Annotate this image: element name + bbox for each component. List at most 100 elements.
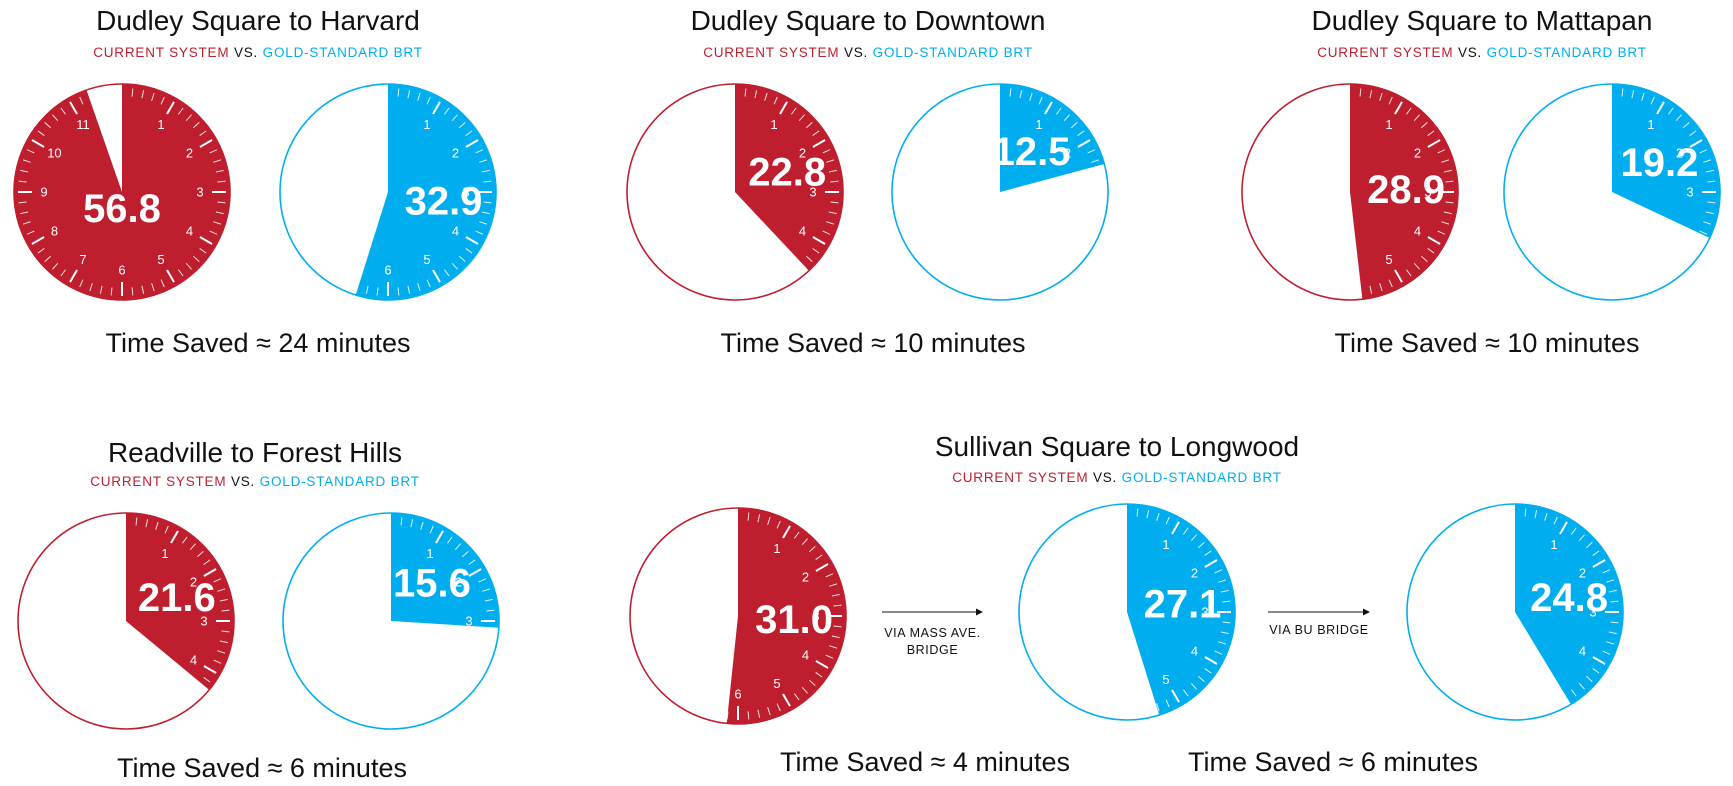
minute-tick [812, 130, 820, 136]
minute-tick [185, 263, 192, 270]
brt-clock-sector [1515, 504, 1623, 705]
minute-tick [155, 521, 159, 530]
minute-tick [1524, 508, 1527, 517]
minute-tick [22, 159, 31, 163]
hour-tick-label: 2 [1579, 566, 1586, 581]
minute-tick [812, 236, 826, 245]
minute-tick [1198, 542, 1205, 549]
hour-tick-label: 4 [799, 224, 806, 239]
minute-tick [815, 563, 829, 572]
hour-tick-label: 4 [1579, 644, 1586, 659]
minute-tick [773, 96, 778, 105]
minute-tick [1675, 114, 1682, 121]
minute-tick [26, 230, 35, 235]
minute-tick [1056, 107, 1062, 115]
legend-current-system: CURRENT SYSTEM [1317, 45, 1458, 60]
brt-clock-sector [391, 513, 499, 628]
minute-tick [1610, 600, 1619, 603]
minute-tick [1136, 508, 1139, 517]
hour-tick-label: 1 [770, 117, 777, 132]
minute-tick [475, 230, 484, 235]
minute-tick [447, 536, 453, 544]
minute-tick [1421, 122, 1428, 129]
minute-tick [1703, 159, 1712, 163]
current-system-clock: 1 2 3 4 5 6 7 8 9 10 11 56.8 [13, 83, 231, 301]
minute-tick [1204, 550, 1212, 556]
minute-tick [1621, 88, 1624, 97]
minute-tick [1009, 88, 1012, 97]
minute-tick [160, 279, 165, 288]
minute-tick [131, 88, 134, 97]
route-panel: Sullivan Square to Longwood CURRENT SYSTE… [629, 431, 1624, 777]
minute-tick [1707, 201, 1716, 204]
minute-tick [420, 521, 424, 530]
minute-tick [1379, 92, 1383, 101]
minute-tick [429, 525, 434, 534]
minute-tick [1369, 90, 1373, 99]
minute-tick [1214, 650, 1223, 655]
legend-vs: VS. [231, 474, 260, 489]
legend-vs: VS. [1093, 470, 1122, 485]
legend-current-system: CURRENT SYSTEM [93, 45, 234, 60]
minute-tick [1165, 699, 1170, 708]
minute-tick [483, 201, 492, 204]
minute-tick [757, 709, 761, 718]
minute-tick [1222, 600, 1231, 603]
minute-tick [1071, 122, 1078, 129]
minute-tick [1553, 516, 1558, 525]
minute-tick [52, 114, 59, 121]
minute-tick [397, 88, 400, 97]
minute-tick [199, 139, 213, 148]
brt-clock: 1 212.5 [891, 83, 1109, 301]
minute-tick [1705, 211, 1714, 215]
minute-tick [20, 211, 29, 215]
minute-tick [1171, 689, 1180, 703]
minute-tick [1437, 230, 1446, 235]
minute-tick [1427, 236, 1441, 245]
minute-tick [1204, 559, 1218, 568]
minute-tick [825, 654, 834, 659]
minute-tick [203, 677, 211, 683]
brt-clock-sector [1612, 84, 1721, 238]
hour-tick-label: 1 [773, 541, 780, 556]
route-title: Sullivan Square to Longwood [935, 431, 1299, 462]
minute-tick [151, 283, 155, 292]
hour-tick-label: 4 [452, 224, 459, 239]
minute-tick [166, 101, 175, 115]
minute-tick [459, 255, 466, 262]
minute-tick [1437, 149, 1446, 154]
hour-tick-label: 5 [773, 676, 780, 691]
minute-tick [806, 255, 813, 262]
hour-tick-label: 3 [812, 609, 819, 624]
minute-tick [486, 609, 495, 612]
minute-tick [1592, 550, 1600, 556]
minute-tick [833, 604, 842, 607]
minute-tick [478, 578, 487, 583]
minute-tick [18, 180, 27, 183]
minute-tick [757, 514, 761, 523]
hour-tick-label: 1 [1550, 537, 1557, 552]
minute-tick [20, 169, 29, 173]
minute-tick [1427, 139, 1441, 148]
minute-tick [410, 519, 414, 528]
minute-tick [79, 96, 84, 105]
hour-tick-label: 5 [1385, 252, 1392, 267]
hour-tick-label: 6 [384, 263, 391, 278]
brt-clock-value-label: 24.8 [1530, 576, 1608, 620]
via-label: BRIDGE [907, 643, 959, 657]
hour-tick-label: 4 [186, 224, 193, 239]
current-system-clock-sector [735, 84, 843, 271]
minute-tick [110, 287, 113, 296]
minute-tick [193, 122, 200, 129]
minute-tick [69, 269, 78, 283]
minute-tick [435, 530, 444, 544]
hour-tick-label: 1 [423, 117, 430, 132]
minute-tick [791, 107, 797, 115]
minute-tick [44, 255, 51, 262]
minute-tick [52, 263, 59, 270]
minute-tick [779, 101, 788, 115]
minute-tick [726, 711, 729, 720]
brt-clock-value-label: 15.6 [393, 562, 471, 606]
minute-tick [454, 543, 461, 550]
minute-tick [1592, 559, 1606, 568]
